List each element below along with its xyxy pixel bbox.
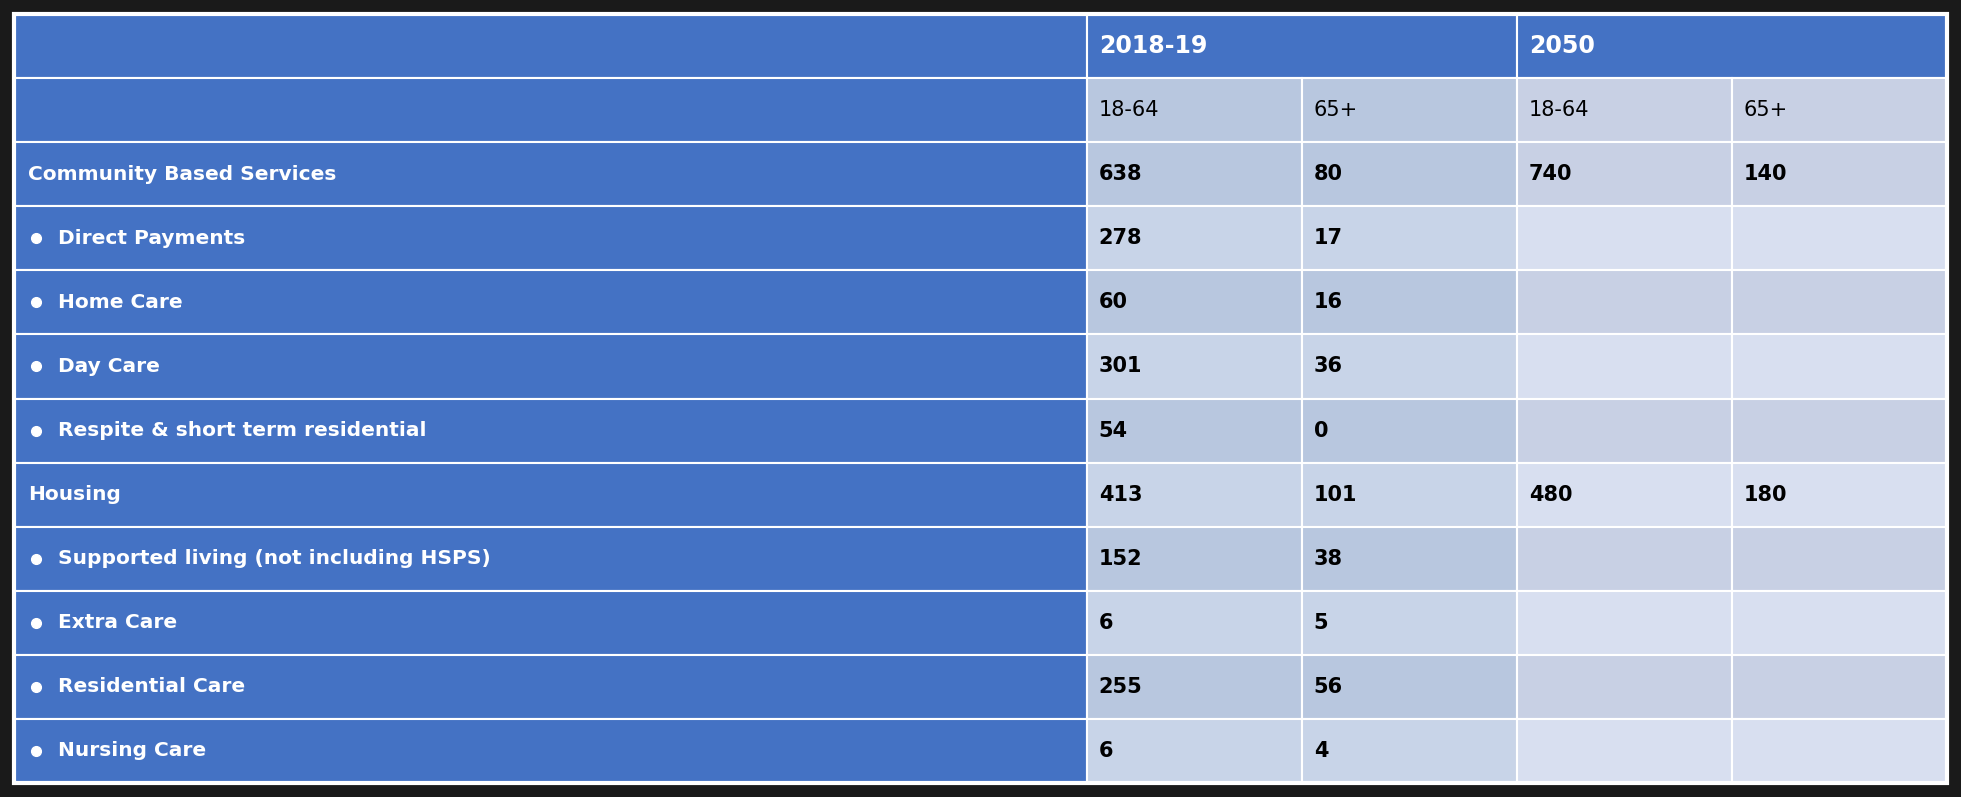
Text: 152: 152 xyxy=(1098,548,1143,569)
Bar xyxy=(1086,335,1302,398)
Bar xyxy=(1086,142,1302,206)
Text: 413: 413 xyxy=(1098,485,1143,505)
Bar xyxy=(14,527,1086,591)
Bar xyxy=(14,591,1086,655)
Bar xyxy=(1086,14,1518,78)
Bar xyxy=(14,206,1086,270)
Text: Community Based Services: Community Based Services xyxy=(27,165,337,183)
Bar xyxy=(1518,591,1732,655)
Bar xyxy=(1086,719,1302,783)
Bar xyxy=(1732,398,1947,462)
Bar xyxy=(1732,462,1947,527)
Bar xyxy=(1302,398,1518,462)
Text: 36: 36 xyxy=(1314,356,1343,376)
Bar xyxy=(1518,527,1732,591)
Text: 17: 17 xyxy=(1314,228,1343,249)
Text: 2050: 2050 xyxy=(1530,34,1594,58)
Text: 5: 5 xyxy=(1314,613,1328,633)
Text: 6: 6 xyxy=(1098,613,1114,633)
Text: 278: 278 xyxy=(1098,228,1143,249)
Text: 80: 80 xyxy=(1314,164,1343,184)
Text: 60: 60 xyxy=(1098,292,1128,312)
Text: 4: 4 xyxy=(1314,741,1328,761)
Bar xyxy=(1518,462,1732,527)
Bar xyxy=(1086,655,1302,719)
Bar xyxy=(1732,206,1947,270)
Bar xyxy=(1086,270,1302,335)
Bar xyxy=(14,719,1086,783)
Bar xyxy=(14,398,1086,462)
Bar xyxy=(14,14,1086,78)
Text: 255: 255 xyxy=(1098,677,1143,697)
Text: Housing: Housing xyxy=(27,485,122,505)
Bar xyxy=(1302,335,1518,398)
Text: Direct Payments: Direct Payments xyxy=(59,229,245,248)
Bar xyxy=(1302,78,1518,142)
Bar xyxy=(14,462,1086,527)
Bar xyxy=(1302,591,1518,655)
Bar xyxy=(1518,78,1732,142)
Bar xyxy=(1732,655,1947,719)
Text: Supported living (not including HSPS): Supported living (not including HSPS) xyxy=(59,549,490,568)
Text: 18-64: 18-64 xyxy=(1530,100,1590,120)
Bar xyxy=(1302,655,1518,719)
Bar xyxy=(1086,78,1302,142)
Bar xyxy=(1302,206,1518,270)
Text: Residential Care: Residential Care xyxy=(59,677,245,697)
Bar xyxy=(14,335,1086,398)
Bar xyxy=(1086,398,1302,462)
Bar xyxy=(1518,142,1732,206)
Bar xyxy=(1302,527,1518,591)
Text: 16: 16 xyxy=(1314,292,1343,312)
Text: 301: 301 xyxy=(1098,356,1143,376)
Bar xyxy=(1732,591,1947,655)
Bar xyxy=(1086,462,1302,527)
Bar xyxy=(1732,78,1947,142)
Text: 6: 6 xyxy=(1098,741,1114,761)
Bar xyxy=(1518,335,1732,398)
Bar xyxy=(1302,719,1518,783)
Text: 638: 638 xyxy=(1098,164,1143,184)
Bar xyxy=(1732,335,1947,398)
Bar xyxy=(1732,527,1947,591)
Bar xyxy=(1518,398,1732,462)
Bar xyxy=(14,270,1086,335)
Bar xyxy=(1732,719,1947,783)
Text: Respite & short term residential: Respite & short term residential xyxy=(59,421,426,440)
Text: 56: 56 xyxy=(1314,677,1343,697)
Text: 65+: 65+ xyxy=(1743,100,1788,120)
Bar xyxy=(1518,206,1732,270)
Bar xyxy=(1732,270,1947,335)
Bar xyxy=(1518,719,1732,783)
Bar xyxy=(1302,142,1518,206)
Bar xyxy=(14,655,1086,719)
Text: Nursing Care: Nursing Care xyxy=(59,741,206,760)
Text: 101: 101 xyxy=(1314,485,1357,505)
Bar xyxy=(1302,462,1518,527)
Bar xyxy=(1732,142,1947,206)
Text: 140: 140 xyxy=(1743,164,1788,184)
Text: 38: 38 xyxy=(1314,548,1343,569)
Bar xyxy=(1518,655,1732,719)
Text: 0: 0 xyxy=(1314,421,1328,441)
Text: Home Care: Home Care xyxy=(59,292,182,312)
Bar xyxy=(1086,527,1302,591)
Text: 18-64: 18-64 xyxy=(1098,100,1159,120)
Text: 2018-19: 2018-19 xyxy=(1098,34,1208,58)
Bar xyxy=(1518,270,1732,335)
Text: Extra Care: Extra Care xyxy=(59,614,176,632)
Text: 180: 180 xyxy=(1743,485,1788,505)
Bar xyxy=(1518,14,1947,78)
Bar xyxy=(14,142,1086,206)
Text: 65+: 65+ xyxy=(1314,100,1359,120)
Bar xyxy=(1302,270,1518,335)
Text: 480: 480 xyxy=(1530,485,1573,505)
Bar xyxy=(1086,591,1302,655)
Text: Day Care: Day Care xyxy=(59,357,161,376)
Text: 54: 54 xyxy=(1098,421,1128,441)
Text: 740: 740 xyxy=(1530,164,1573,184)
Bar xyxy=(14,78,1086,142)
Bar xyxy=(1086,206,1302,270)
